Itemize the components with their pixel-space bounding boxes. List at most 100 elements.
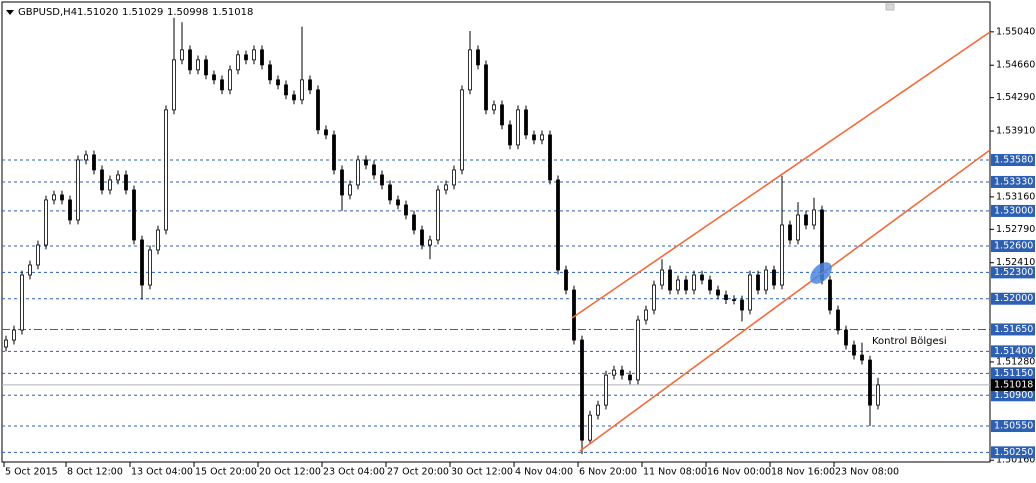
- candle-body: [708, 279, 712, 291]
- candle-body: [452, 169, 456, 186]
- candle-body: [60, 194, 64, 201]
- candle-body: [740, 299, 744, 311]
- candle-body: [612, 369, 616, 376]
- candle-body: [556, 179, 560, 271]
- candle-body: [420, 229, 424, 246]
- candle-body: [188, 49, 192, 71]
- annotation[interactable]: Kontrol Bölgesi: [872, 336, 947, 347]
- current-price-label: 1.51018: [994, 379, 1033, 390]
- candle-body: [220, 79, 224, 91]
- candle-body: [132, 189, 136, 241]
- candle-body: [388, 184, 392, 201]
- candle-body: [12, 329, 16, 341]
- candle-body: [412, 214, 416, 231]
- candle-body: [228, 69, 232, 91]
- y-tick-label: 1.53910: [996, 126, 1035, 137]
- candle-body: [532, 134, 536, 141]
- candle-body: [876, 384, 880, 406]
- level-label-box: [991, 240, 1035, 253]
- candle-body: [580, 339, 584, 441]
- candle-body: [292, 94, 296, 101]
- x-tick-label: 11 Nov 08:00: [643, 467, 707, 478]
- level-label: 1.52000: [994, 293, 1033, 304]
- candle-body: [84, 154, 88, 161]
- candle-body: [380, 174, 384, 186]
- candle-body: [204, 59, 208, 76]
- candle-body: [716, 289, 720, 296]
- candle-body: [812, 209, 816, 226]
- x-tick-label: 13 Oct 04:00: [131, 467, 193, 478]
- candle-body: [516, 109, 520, 146]
- candle-body: [540, 134, 544, 141]
- header-quote: 1.51020 1.51029 1.50998 1.51018: [77, 7, 253, 18]
- y-tick-label: 1.50160: [996, 455, 1035, 466]
- candle-body: [100, 169, 104, 191]
- candle-body: [868, 359, 872, 406]
- candle-body: [324, 129, 328, 136]
- level-label-box: [991, 446, 1035, 459]
- candle-body: [564, 269, 568, 291]
- candle-body: [660, 269, 664, 286]
- candle-body: [676, 279, 680, 291]
- level-label-box: [991, 175, 1035, 188]
- candle-body: [164, 109, 168, 231]
- candle-body: [196, 59, 200, 71]
- candle-body: [724, 294, 728, 300]
- candle-body: [772, 269, 776, 286]
- symbol-title: GBPUSD,H4: [18, 7, 77, 18]
- candle-body: [156, 229, 160, 251]
- level-label-box: [991, 367, 1035, 380]
- level-label-box: [991, 204, 1035, 217]
- candle-body: [372, 164, 376, 176]
- x-tick-label: 18 Nov 16:00: [771, 467, 835, 478]
- candle-body: [444, 184, 448, 191]
- candle-body: [36, 244, 40, 266]
- quote-value: 1.51029: [122, 7, 163, 18]
- current-price-box: [991, 378, 1035, 391]
- quote-value: 1.50998: [167, 7, 208, 18]
- candle-body: [348, 184, 352, 196]
- candle-body: [404, 204, 408, 216]
- x-tick-label: 4 Nov 04:00: [515, 467, 573, 478]
- scroll-marker[interactable]: [885, 3, 895, 11]
- level-label-box: [991, 389, 1035, 402]
- candle-body: [300, 79, 304, 101]
- x-tick-label: 23 Oct 04:00: [323, 467, 385, 478]
- channel-upper[interactable]: [571, 31, 991, 319]
- candle-body: [172, 59, 176, 111]
- quote-value: 1.51020: [77, 7, 118, 18]
- y-tick-label: 1.51280: [996, 356, 1035, 367]
- candle-body: [804, 214, 808, 226]
- menu-triangle[interactable]: [6, 10, 14, 15]
- candle-body: [620, 369, 624, 376]
- candle-body: [548, 134, 552, 181]
- candle-body: [652, 284, 656, 311]
- candle-body: [68, 199, 72, 221]
- candle-body: [508, 124, 512, 146]
- candle-body: [860, 354, 864, 361]
- level-label: 1.50550: [994, 421, 1033, 432]
- level-label: 1.52300: [994, 267, 1033, 278]
- candle-body: [748, 274, 752, 311]
- level-label: 1.51150: [994, 368, 1033, 379]
- y-tick-label: 1.52410: [996, 257, 1035, 268]
- y-tick-label: 1.52790: [996, 224, 1035, 235]
- x-tick-label: 27 Oct 20:00: [387, 467, 449, 478]
- candle-body: [244, 54, 248, 61]
- candle-body: [628, 374, 632, 381]
- level-label: 1.53000: [994, 205, 1033, 216]
- candle-body: [20, 274, 24, 331]
- candle-body: [684, 279, 688, 291]
- highlight-ellipse[interactable]: [806, 258, 836, 288]
- candle-body: [780, 224, 784, 286]
- channel-lower[interactable]: [579, 149, 991, 452]
- candle-body: [340, 169, 344, 196]
- candle-body: [364, 159, 368, 166]
- level-label: 1.50900: [994, 390, 1033, 401]
- level-label: 1.53580: [994, 155, 1033, 166]
- candle-body: [116, 174, 120, 181]
- level-label-box: [991, 345, 1035, 358]
- candle-body: [76, 159, 80, 221]
